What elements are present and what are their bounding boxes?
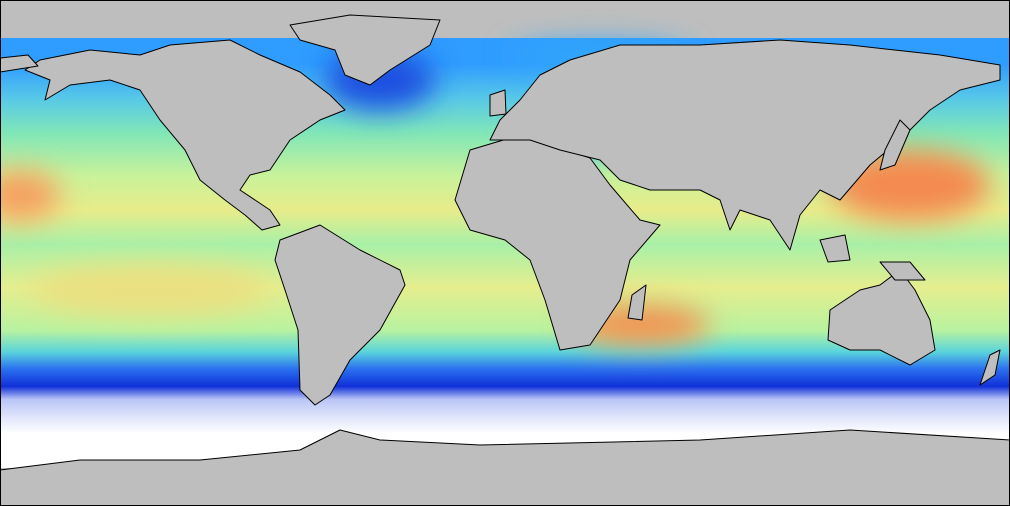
alaska-east <box>0 54 39 73</box>
warm-patch <box>30 265 270 315</box>
antarctica <box>0 429 1010 506</box>
australia <box>827 269 936 366</box>
new-guinea <box>879 261 926 281</box>
warm-patch <box>830 150 990 220</box>
borneo <box>819 234 851 263</box>
north-america <box>24 39 346 231</box>
madagascar <box>627 284 647 321</box>
africa <box>454 134 661 351</box>
greenland <box>289 14 441 86</box>
new-zealand <box>979 349 1001 386</box>
south-america <box>274 224 406 406</box>
eurasia <box>489 39 1001 251</box>
japan <box>879 119 911 171</box>
land <box>0 14 1010 506</box>
britain <box>489 89 507 117</box>
warm-patch <box>0 170 60 220</box>
